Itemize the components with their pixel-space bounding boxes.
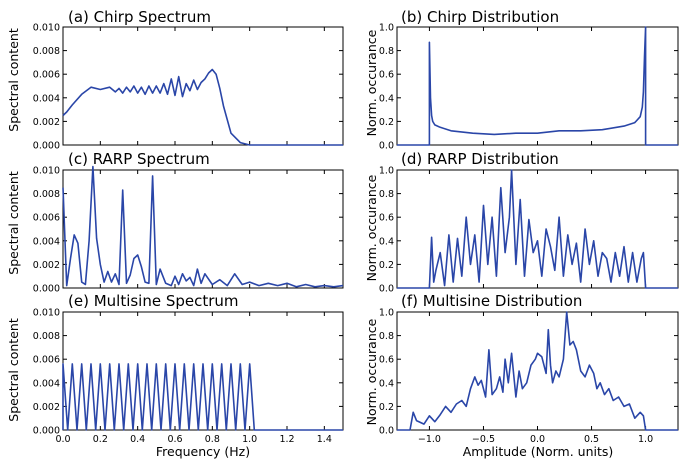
panel-a-ytick-label: 0.002 — [33, 117, 60, 128]
panel-e-ytick-label: 0.002 — [33, 402, 60, 413]
panel-b-ytick-label: 1.0 — [379, 23, 394, 34]
panel-f-ytick-label: 0.0 — [379, 426, 394, 437]
panel-e-ytick-label: 0.010 — [33, 308, 60, 319]
panel-e-xtick-label: 1.2 — [279, 434, 294, 445]
panel-d-ytick-label: 0.6 — [379, 213, 394, 224]
panel-f-xtick-label: 0.5 — [584, 434, 599, 445]
panel-b-ticks: 0.0 0.2 0.4 0.6 0.8 1.0 — [379, 23, 678, 152]
panel-f-xlabel: Amplitude (Norm. units) — [463, 444, 614, 459]
panel-a-ytick-label: 0.004 — [33, 93, 60, 104]
panel-f-xtick-label: 1.0 — [638, 434, 653, 445]
panel-a-ylabel: Spectral content — [6, 28, 21, 132]
panel-e-xtick-label: 0.0 — [55, 434, 70, 445]
panel-d-title: (d) RARP Distribution — [401, 150, 559, 168]
panel-f-frame — [396, 311, 679, 431]
panel-a-ytick-label: 0.000 — [33, 141, 60, 152]
panel-d-ytick-label: 0.8 — [379, 189, 394, 200]
panel-f-ytick-label: 0.6 — [379, 355, 394, 366]
panel-e-xtick-label: 0.4 — [130, 434, 145, 445]
panel-e-ytick-label: 0.000 — [33, 426, 60, 437]
panel-a-ytick-label: 0.006 — [33, 70, 60, 81]
panel-f-xtick-label: −1.0 — [418, 434, 441, 445]
panel-f-ylabel: Norm. occurance — [364, 318, 379, 425]
panel-c-line — [62, 165, 344, 288]
panel-c: (c) RARP Spectrum Spectral content 0.000… — [6, 150, 344, 295]
panel-f-ytick-label: 1.0 — [379, 308, 394, 319]
panel-a-ytick-label: 0.010 — [33, 23, 60, 34]
panel-e-ticks: 0.000 0.002 0.004 0.006 0.008 0.010 0.0 0.2 0.4 0… — [33, 308, 343, 445]
panel-e-title: (e) Multisine Spectrum — [68, 292, 239, 310]
panel-c-ylabel: Spectral content — [6, 171, 21, 275]
panel-f-line — [397, 311, 678, 431]
panel-d-ylabel: Norm. occurance — [364, 174, 379, 281]
panel-b-ytick-label: 0.8 — [379, 46, 394, 57]
panel-f-xtick-label: −0.5 — [472, 434, 495, 445]
panel-e-xlabel: Frequency (Hz) — [156, 444, 250, 459]
panel-c-ytick-label: 0.000 — [33, 284, 60, 295]
panel-a-ytick-label: 0.008 — [33, 46, 60, 57]
panel-e-xtick-label: 0.6 — [167, 434, 182, 445]
panel-e-xtick-label: 1.0 — [242, 434, 257, 445]
panel-f: (f) Multisine Distribution Norm. occuran… — [364, 292, 679, 459]
panel-d: (d) RARP Distribution Norm. occurance 0.… — [364, 150, 679, 295]
panel-d-ytick-label: 0.0 — [379, 284, 394, 295]
panel-c-title: (c) RARP Spectrum — [68, 150, 210, 168]
panel-e-ylabel: Spectral content — [6, 318, 21, 422]
panel-b-line — [397, 26, 678, 146]
panel-f-xtick-label: 0.0 — [530, 434, 545, 445]
panel-a-ticks: 0.000 0.002 0.004 0.006 0.008 0.010 — [33, 23, 343, 152]
panel-b-ytick-label: 0.2 — [379, 117, 394, 128]
panel-c-ytick-label: 0.002 — [33, 260, 60, 271]
panel-e-xtick-label: 0.8 — [205, 434, 220, 445]
panel-c-ytick-label: 0.008 — [33, 189, 60, 200]
panel-d-line — [397, 169, 678, 289]
panel-c-ytick-label: 0.004 — [33, 236, 60, 247]
panel-f-title: (f) Multisine Distribution — [401, 292, 582, 310]
panel-b-ytick-label: 0.4 — [379, 93, 394, 104]
panel-e-ytick-label: 0.008 — [33, 331, 60, 342]
panel-f-ticks: 0.0 0.2 0.4 0.6 0.8 1.0 −1.0 −0.5 0.0 0.5 1.0 — [379, 308, 678, 445]
panel-f-ytick-label: 0.4 — [379, 378, 394, 389]
panel-e-xtick-label: 1.4 — [317, 434, 332, 445]
panel-e: (e) Multisine Spectrum Spectral content … — [6, 292, 344, 459]
panel-d-ytick-label: 0.2 — [379, 260, 394, 271]
panel-c-ytick-label: 0.006 — [33, 213, 60, 224]
panel-e-ytick-label: 0.004 — [33, 378, 60, 389]
panel-b-ylabel: Norm. occurance — [364, 29, 379, 136]
panel-c-ytick-label: 0.010 — [33, 166, 60, 177]
panel-b-ytick-label: 0.6 — [379, 70, 394, 81]
panel-f-ytick-label: 0.8 — [379, 331, 394, 342]
panel-e-line — [62, 363, 343, 431]
panel-c-frame — [62, 169, 344, 289]
panel-e-xtick-label: 0.2 — [93, 434, 108, 445]
panel-e-ytick-label: 0.006 — [33, 355, 60, 366]
panel-a-frame — [62, 26, 344, 146]
panel-a: (a) Chirp Spectrum Spectral content 0.00… — [6, 8, 344, 152]
panel-a-line — [62, 68, 343, 146]
panel-d-ytick-label: 1.0 — [379, 166, 394, 177]
panel-b-title: (b) Chirp Distribution — [401, 8, 559, 26]
panel-b-ytick-label: 0.0 — [379, 141, 394, 152]
panel-a-title: (a) Chirp Spectrum — [68, 8, 211, 26]
panel-b: (b) Chirp Distribution Norm. occurance 0… — [364, 8, 679, 152]
panel-d-ytick-label: 0.4 — [379, 236, 394, 247]
panel-f-ytick-label: 0.2 — [379, 402, 394, 413]
panel-c-ticks: 0.000 0.002 0.004 0.006 0.008 0.010 — [33, 166, 343, 295]
